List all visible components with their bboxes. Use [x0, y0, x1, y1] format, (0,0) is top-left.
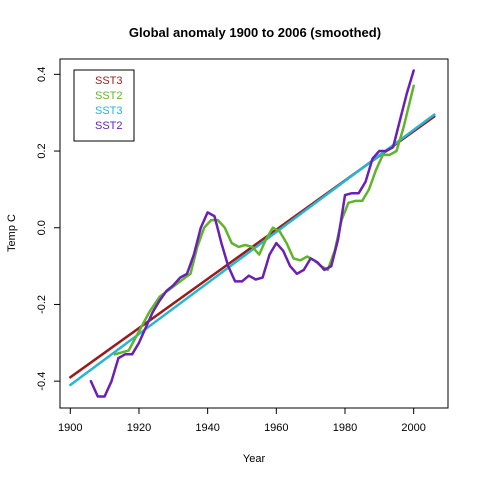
x-tick-label: 1940	[195, 422, 219, 434]
series-line-1	[69, 113, 436, 387]
series-layer	[69, 69, 436, 398]
legend: SST3 SST2 SST3 SST2	[73, 69, 135, 142]
x-axis: 1900 1920 1940 1960 1980 2000	[58, 407, 426, 434]
y-tick-label: -0.4	[36, 372, 48, 391]
legend-entry: SST3	[95, 75, 123, 87]
y-tick-label: 0.4	[36, 67, 48, 82]
y-axis-label: Temp C	[6, 214, 18, 252]
chart-title: Global anomaly 1900 to 2006 (smoothed)	[129, 25, 381, 40]
x-tick-label: 1980	[333, 422, 357, 434]
y-tick-label: 0.0	[36, 220, 48, 235]
y-tick-label: -0.2	[36, 295, 48, 314]
series-line-3	[89, 69, 415, 398]
legend-entry: SST3	[95, 105, 123, 117]
x-tick-label: 1900	[58, 422, 82, 434]
legend-entry: SST2	[95, 90, 123, 102]
y-axis: -0.4 -0.2 0.0 0.2 0.4	[36, 67, 61, 391]
x-tick-label: 2000	[401, 422, 425, 434]
legend-frame	[73, 69, 135, 142]
legend-entry: SST2	[95, 120, 123, 132]
y-tick-label: 0.2	[36, 143, 48, 158]
x-tick-label: 1920	[127, 422, 151, 434]
x-tick-label: 1960	[264, 422, 288, 434]
series-line-2	[113, 84, 415, 356]
x-axis-label: Year	[243, 453, 266, 465]
